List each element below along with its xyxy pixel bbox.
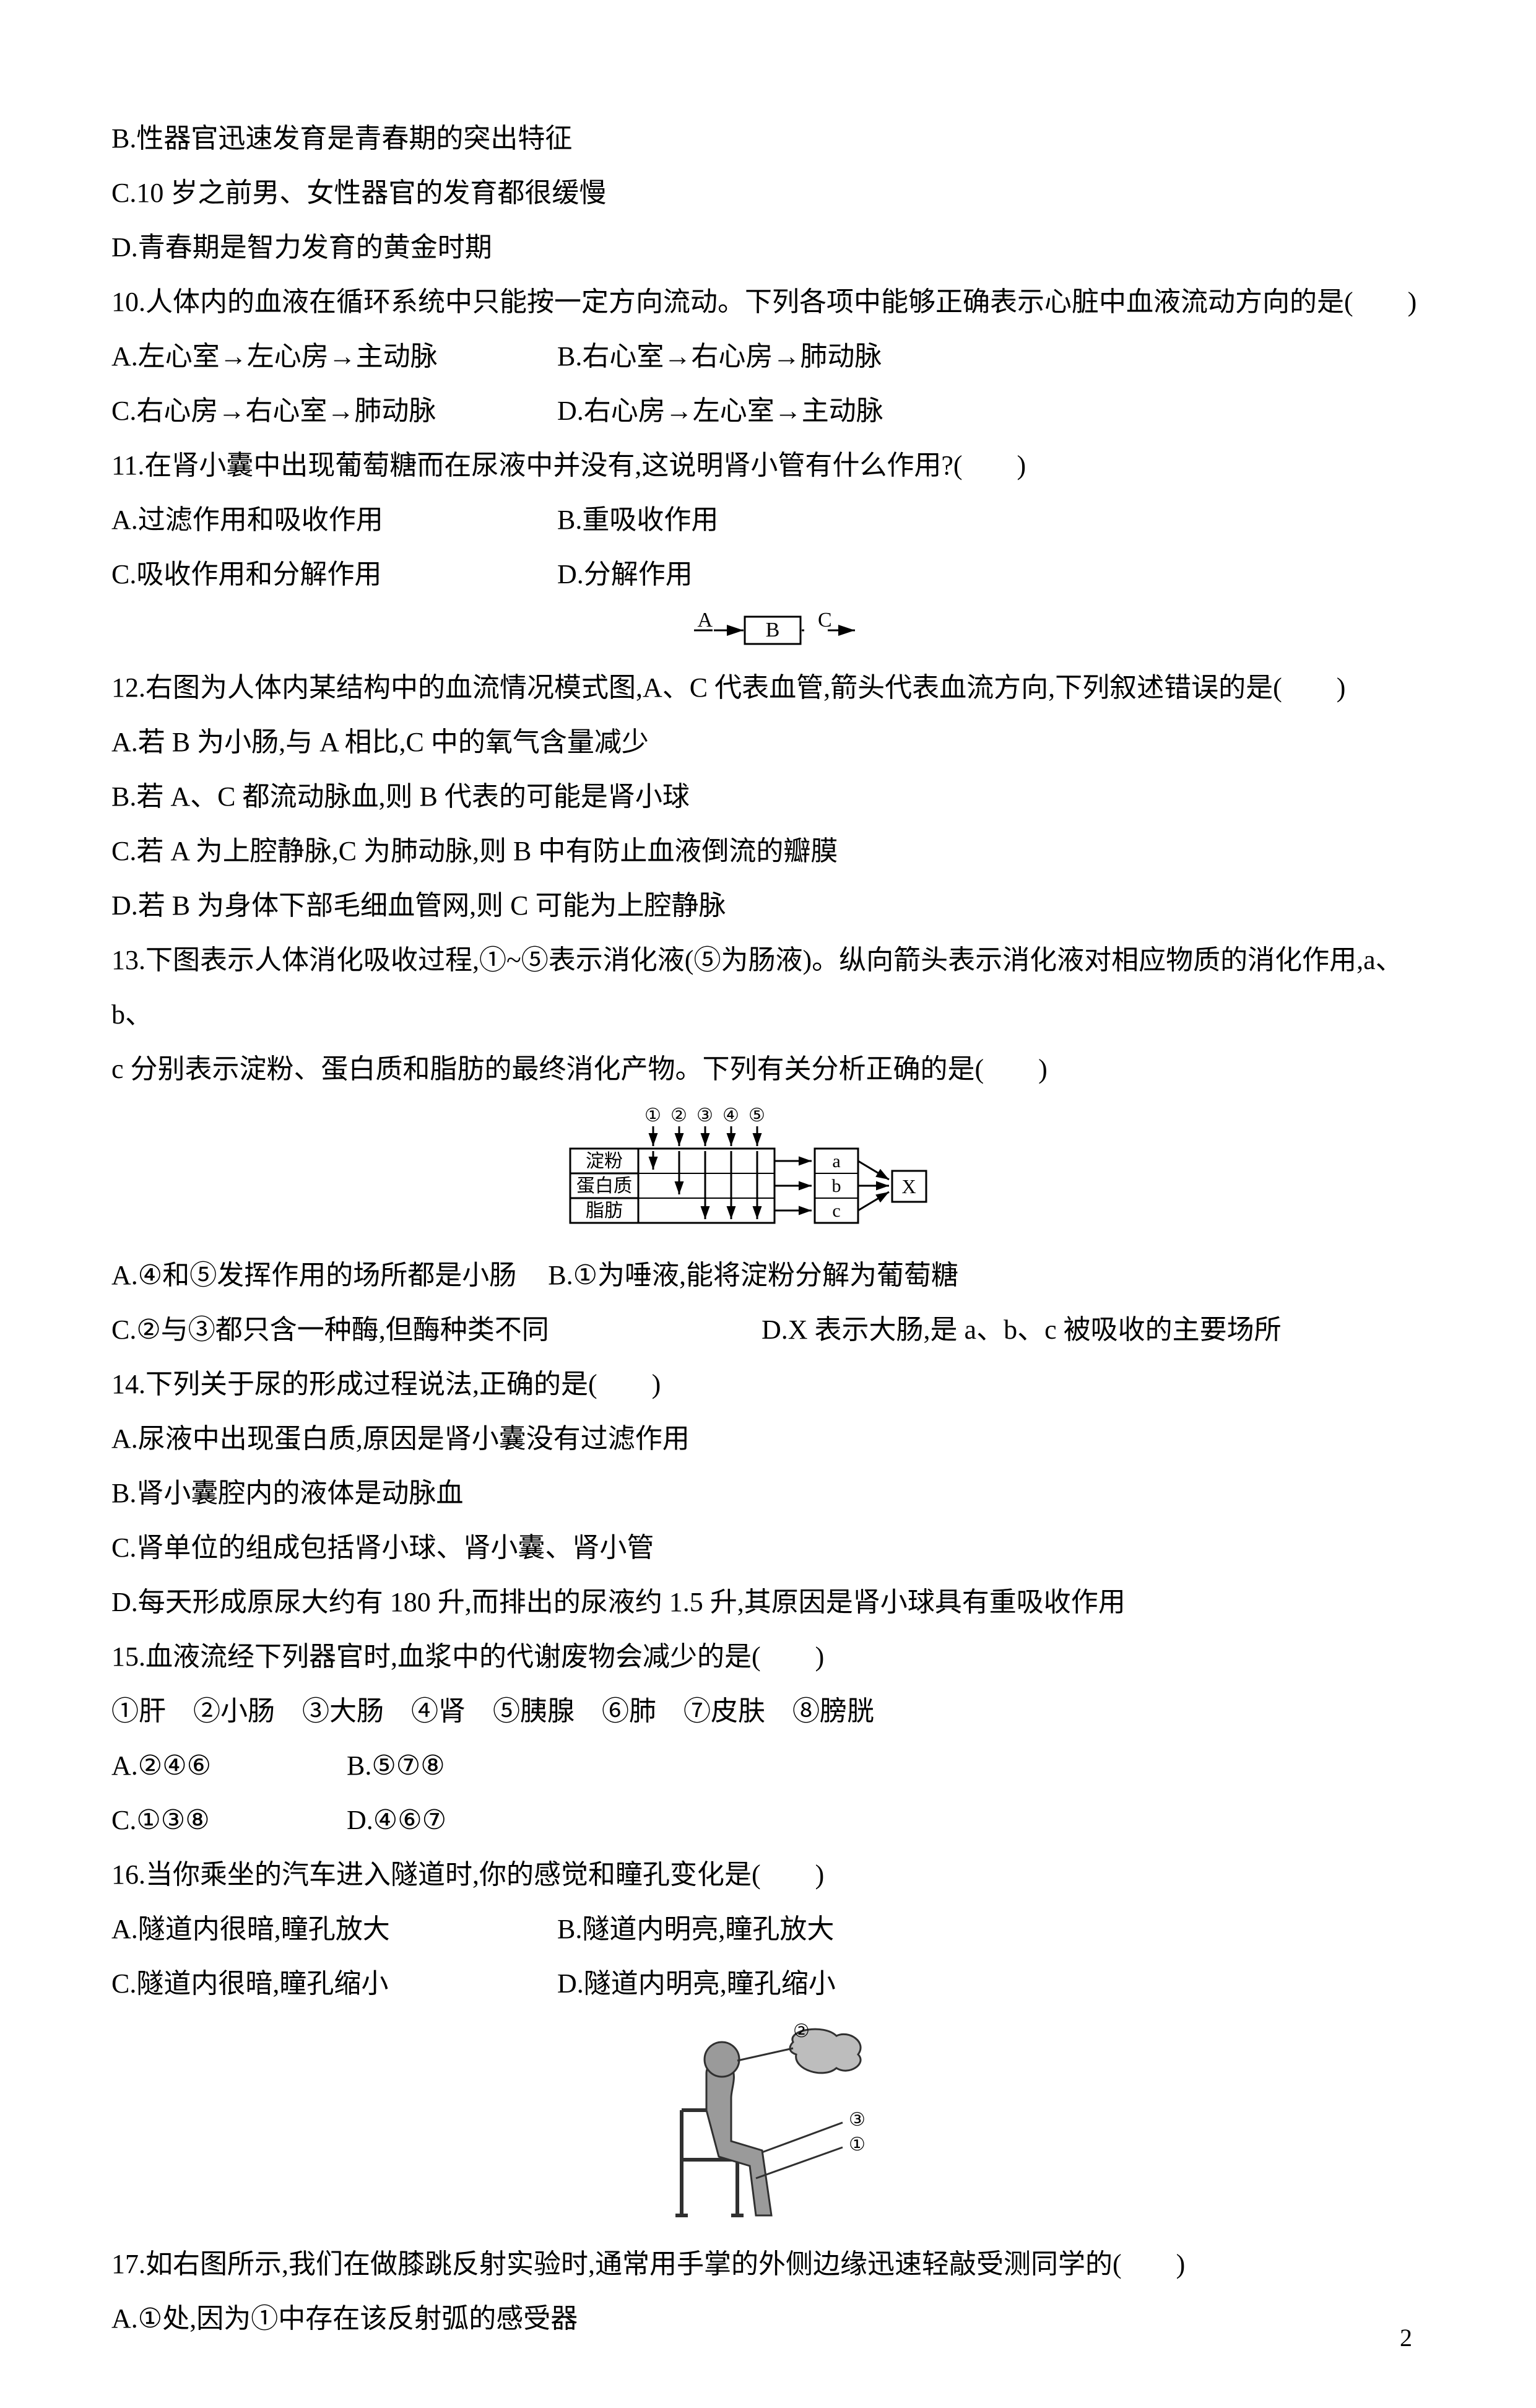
q9-option-d: D.青春期是智力发育的黄金时期 [111, 220, 1425, 275]
q17-diagram: ② ③ ① [111, 2017, 1425, 2231]
svg-text:淀粉: 淀粉 [586, 1151, 623, 1171]
q16-row1: A.隧道内很暗,瞳孔放大 B.隧道内明亮,瞳孔放大 [111, 1902, 1425, 1957]
q11-option-c: C.吸收作用和分解作用 [111, 547, 381, 602]
svg-text:③: ③ [696, 1105, 713, 1126]
q15-option-a: A.②④⑥ [111, 1739, 211, 1793]
q15-option-d: D.④⑥⑦ [347, 1793, 446, 1848]
q10-row2: C.右心房→右心室→肺动脉 D.右心房→左心室→主动脉 [111, 384, 1425, 438]
q14-option-b: B.肾小囊腔内的液体是动脉血 [111, 1466, 1425, 1521]
svg-text:④: ④ [722, 1105, 739, 1126]
q11-option-d: D.分解作用 [557, 547, 693, 602]
q17-option-a: A.①处,因为①中存在该反射弧的感受器 [111, 2292, 1425, 2346]
q16-option-c: C.隧道内很暗,瞳孔缩小 [111, 1957, 388, 2011]
q16-row2: C.隧道内很暗,瞳孔缩小 D.隧道内明亮,瞳孔缩小 [111, 1957, 1425, 2011]
q9-option-b: B.性器官迅速发育是青春期的突出特征 [111, 111, 1425, 166]
q13-option-a: A.④和⑤发挥作用的场所都是小肠 [111, 1248, 516, 1303]
q11-option-b: B.重吸收作用 [557, 493, 718, 547]
q15-row2: C.①③⑧ D.④⑥⑦ [111, 1793, 1425, 1848]
q15-stem: 15.血液流经下列器官时,血浆中的代谢废物会减少的是( ) [111, 1630, 1425, 1684]
q12-option-c: C.若 A 为上腔静脉,C 为肺动脉,则 B 中有防止血液倒流的瓣膜 [111, 824, 1425, 879]
svg-text:蛋白质: 蛋白质 [576, 1176, 632, 1196]
q12-label-a: A [697, 609, 713, 632]
q12-option-d: D.若 B 为身体下部毛细血管网,则 C 可能为上腔静脉 [111, 879, 1425, 933]
q14-option-c: C.肾单位的组成包括肾小球、肾小囊、肾小管 [111, 1521, 1425, 1575]
svg-text:②: ② [793, 2021, 810, 2041]
page-number: 2 [1400, 2323, 1412, 2352]
q16-option-d: D.隧道内明亮,瞳孔缩小 [557, 1957, 836, 2011]
svg-text:X: X [901, 1175, 916, 1197]
svg-text:①: ① [849, 2134, 866, 2155]
q11-row1: A.过滤作用和吸收作用 B.重吸收作用 [111, 493, 1425, 547]
q12-stem: 12.右图为人体内某结构中的血流情况模式图,A、C 代表血管,箭头代表血流方向,… [111, 661, 1425, 715]
q12-diagram: A B C [111, 608, 1425, 654]
svg-text:b: b [831, 1176, 841, 1196]
q13-option-b: B.①为唾液,能将淀粉分解为葡萄糖 [548, 1248, 958, 1303]
q16-option-a: A.隧道内很暗,瞳孔放大 [111, 1902, 390, 1957]
q13-option-d: D.X 表示大肠,是 a、b、c 被吸收的主要场所 [761, 1303, 1282, 1357]
q12-label-c: C [818, 609, 832, 632]
q10-row1: A.左心室→左心房→主动脉 B.右心室→右心房→肺动脉 [111, 329, 1425, 384]
q13-diagram: ① ② ③ ④ ⑤ 淀粉 蛋白质 脂肪 [111, 1103, 1425, 1242]
svg-text:脂肪: 脂肪 [586, 1201, 623, 1221]
svg-text:⑤: ⑤ [748, 1105, 765, 1126]
exam-page: B.性器官迅速发育是青春期的突出特征 C.10 岁之前男、女性器官的发育都很缓慢… [0, 0, 1536, 2408]
q15-list: ①肝 ②小肠 ③大肠 ④肾 ⑤胰腺 ⑥肺 ⑦皮肤 ⑧膀胱 [111, 1684, 1425, 1739]
q13-stem-2: c 分别表示淀粉、蛋白质和脂肪的最终消化产物。下列有关分析正确的是( ) [111, 1042, 1425, 1097]
q17-stem: 17.如右图所示,我们在做膝跳反射实验时,通常用手掌的外侧边缘迅速轻敲受测同学的… [111, 2237, 1425, 2292]
svg-text:②: ② [670, 1105, 687, 1126]
q13-option-c: C.②与③都只含一种酶,但酶种类不同 [111, 1303, 549, 1357]
q10-option-b: B.右心室→右心房→肺动脉 [557, 329, 882, 384]
q15-option-c: C.①③⑧ [111, 1793, 210, 1848]
q13-row2: C.②与③都只含一种酶,但酶种类不同 D.X 表示大肠,是 a、b、c 被吸收的… [111, 1303, 1425, 1357]
svg-text:①: ① [644, 1105, 661, 1126]
q11-stem: 11.在肾小囊中出现葡萄糖而在尿液中并没有,这说明肾小管有什么作用?( ) [111, 438, 1425, 493]
q12-option-b: B.若 A、C 都流动脉血,则 B 代表的可能是肾小球 [111, 770, 1425, 824]
q14-option-a: A.尿液中出现蛋白质,原因是肾小囊没有过滤作用 [111, 1412, 1425, 1466]
q12-option-a: A.若 B 为小肠,与 A 相比,C 中的氧气含量减少 [111, 715, 1425, 770]
q14-option-d: D.每天形成原尿大约有 180 升,而排出的尿液约 1.5 升,其原因是肾小球具… [111, 1575, 1425, 1630]
svg-text:③: ③ [849, 2110, 866, 2130]
q13-stem-1: 13.下图表示人体消化吸收过程,①~⑤表示消化液(⑤为肠液)。纵向箭头表示消化液… [111, 933, 1425, 1042]
q16-option-b: B.隧道内明亮,瞳孔放大 [557, 1902, 834, 1957]
svg-text:a: a [832, 1151, 840, 1171]
svg-text:c: c [832, 1201, 840, 1221]
q10-stem: 10.人体内的血液在循环系统中只能按一定方向流动。下列各项中能够正确表示心脏中血… [111, 275, 1425, 329]
q11-option-a: A.过滤作用和吸收作用 [111, 493, 383, 547]
q15-row1: A.②④⑥ B.⑤⑦⑧ [111, 1739, 1425, 1793]
q12-label-b: B [765, 619, 779, 641]
q10-option-a: A.左心室→左心房→主动脉 [111, 329, 438, 384]
q9-option-c: C.10 岁之前男、女性器官的发育都很缓慢 [111, 166, 1425, 220]
q10-option-d: D.右心房→左心室→主动脉 [557, 384, 883, 438]
q16-stem: 16.当你乘坐的汽车进入隧道时,你的感觉和瞳孔变化是( ) [111, 1848, 1425, 1902]
q13-row1: A.④和⑤发挥作用的场所都是小肠 B.①为唾液,能将淀粉分解为葡萄糖 [111, 1248, 1425, 1303]
q10-option-c: C.右心房→右心室→肺动脉 [111, 384, 436, 438]
q15-option-b: B.⑤⑦⑧ [347, 1739, 445, 1793]
q11-row2: C.吸收作用和分解作用 D.分解作用 [111, 547, 1425, 602]
q14-stem: 14.下列关于尿的形成过程说法,正确的是( ) [111, 1357, 1425, 1412]
